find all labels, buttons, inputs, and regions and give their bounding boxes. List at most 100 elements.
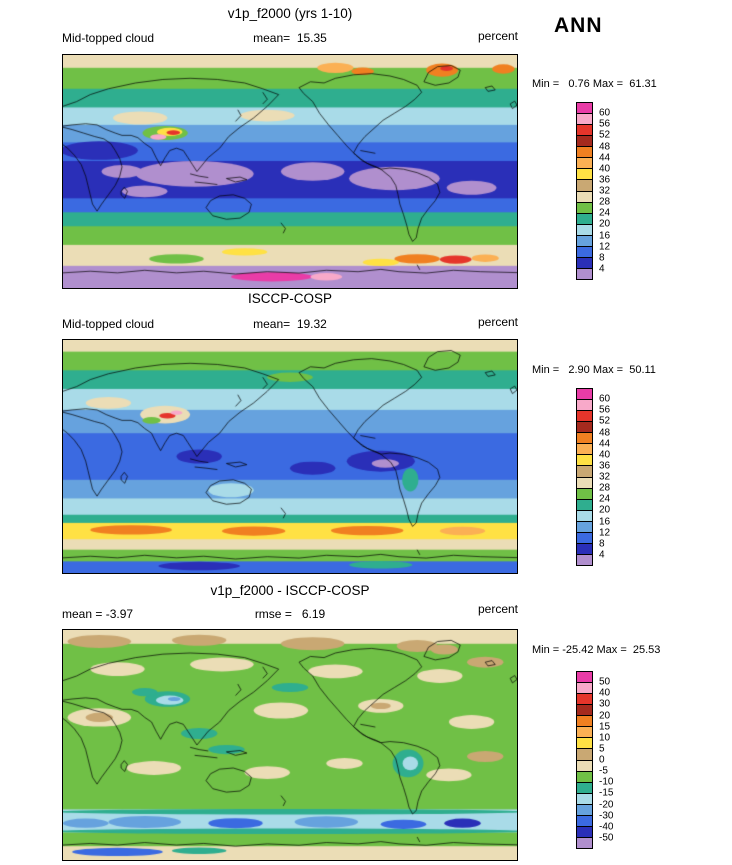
colorbar-cell xyxy=(577,147,592,159)
panel3-units-label: percent xyxy=(477,602,518,616)
colorbar-tick-label: 12 xyxy=(599,241,611,253)
colorbar-tick-label: 50 xyxy=(599,676,611,688)
colorbar-tick-label: 60 xyxy=(599,393,611,405)
colorbar-tick-label: 30 xyxy=(599,698,611,710)
colorbar-cell xyxy=(577,224,592,236)
panel3-rmse-label: rmse = 6.19 xyxy=(254,607,326,621)
colorbar-tick-label: 16 xyxy=(599,516,611,527)
panel3-minmax: Min = -25.42 Max = 25.53 xyxy=(532,644,661,656)
colorbar-cell xyxy=(577,771,592,783)
colorbar-tick-label: -50 xyxy=(599,832,614,844)
colorbar-cell xyxy=(577,213,592,225)
colorbar-cell xyxy=(577,815,592,827)
panel1-minmax: Min = 0.76 Max = 61.31 xyxy=(532,78,657,90)
panel1-title: v1p_f2000 (yrs 1-10) xyxy=(227,6,353,21)
panel1-mean-label: mean= 15.35 xyxy=(253,31,327,45)
colorbar-tick-label: -10 xyxy=(599,776,614,788)
colorbar-cell xyxy=(577,411,592,423)
colorbar-tick-label: 44 xyxy=(599,438,611,450)
panel2-colorbar xyxy=(576,388,593,566)
colorbar-tick-label: 4 xyxy=(599,263,605,275)
colorbar-cell xyxy=(577,246,592,258)
colorbar-tick-label: 20 xyxy=(599,218,611,230)
panel1-colorbar xyxy=(576,102,593,280)
colorbar-tick-label: 12 xyxy=(599,527,611,539)
colorbar-cell xyxy=(577,738,592,750)
colorbar-tick-label: 8 xyxy=(599,252,605,264)
colorbar-cell xyxy=(577,804,592,816)
colorbar-tick-label: 20 xyxy=(599,504,611,516)
colorbar-cell xyxy=(577,268,592,279)
colorbar-tick-label: 32 xyxy=(599,185,611,197)
colorbar-tick-label: 0 xyxy=(599,754,605,766)
colorbar-tick-label: 20 xyxy=(599,710,611,721)
panel3-colorbar xyxy=(576,671,593,849)
colorbar-tick-label: 56 xyxy=(599,404,611,416)
colorbar-cell xyxy=(577,235,592,247)
panel2-mean-label: mean= 19.32 xyxy=(253,317,327,331)
colorbar-tick-label: 40 xyxy=(599,449,611,461)
colorbar-cell xyxy=(577,433,592,445)
colorbar-cell xyxy=(577,837,592,848)
map-model xyxy=(62,54,518,289)
colorbar-tick-label: 32 xyxy=(599,471,611,483)
colorbar-tick-label: -30 xyxy=(599,810,614,822)
colorbar-cell xyxy=(577,826,592,838)
colorbar-tick-label: 15 xyxy=(599,721,611,733)
colorbar-tick-label: -20 xyxy=(599,799,614,810)
colorbar-cell xyxy=(577,532,592,544)
colorbar-cell xyxy=(577,499,592,511)
map-observations xyxy=(62,339,518,574)
colorbar-tick-label: 36 xyxy=(599,174,611,186)
colorbar-tick-label: -15 xyxy=(599,787,614,799)
colorbar-tick-label: -5 xyxy=(599,765,608,777)
colorbar-cell xyxy=(577,136,592,148)
colorbar-cell xyxy=(577,672,592,684)
colorbar-tick-label: 48 xyxy=(599,141,611,152)
colorbar-tick-label: 44 xyxy=(599,152,611,164)
season-label: ANN xyxy=(554,14,603,37)
colorbar-cell xyxy=(577,782,592,794)
panel1-colorbar-labels: 60 56 52 48 44 40 36 32 28 24 20 16 12 8 4 xyxy=(599,102,629,280)
colorbar-tick-label: 5 xyxy=(599,743,605,755)
colorbar-cell xyxy=(577,705,592,717)
colorbar-tick-label: 16 xyxy=(599,230,611,241)
colorbar-cell xyxy=(577,389,592,401)
colorbar-tick-label: 48 xyxy=(599,427,611,438)
panel1-variable-label: Mid-topped cloud xyxy=(62,31,155,45)
panel3-mean-label: mean = -3.97 xyxy=(62,607,134,621)
colorbar-cell xyxy=(577,749,592,761)
colorbar-tick-label: 60 xyxy=(599,107,611,119)
colorbar-tick-label: 28 xyxy=(599,482,611,494)
colorbar-tick-label: 24 xyxy=(599,493,611,505)
colorbar-cell xyxy=(577,180,592,192)
colorbar-cell xyxy=(577,125,592,137)
colorbar-cell xyxy=(577,793,592,805)
colorbar-tick-label: 40 xyxy=(599,687,611,699)
colorbar-cell xyxy=(577,510,592,522)
colorbar-tick-label: 8 xyxy=(599,538,605,550)
colorbar-tick-label: 10 xyxy=(599,732,611,744)
colorbar-cell xyxy=(577,103,592,115)
panel1-units-label: percent xyxy=(477,29,518,43)
colorbar-cell xyxy=(577,683,592,695)
colorbar-cell xyxy=(577,422,592,434)
panel3-title: v1p_f2000 - ISCCP-COSP xyxy=(210,583,370,598)
colorbar-cell xyxy=(577,400,592,412)
colorbar-cell xyxy=(577,114,592,126)
colorbar-tick-label: 36 xyxy=(599,460,611,472)
panel3-colorbar-labels: 50 40 30 20 15 10 5 0 -5 -10 -15 -20 -30 -40 -50 xyxy=(599,671,629,849)
colorbar-cell xyxy=(577,694,592,706)
colorbar-cell xyxy=(577,257,592,269)
colorbar-tick-label: 40 xyxy=(599,163,611,175)
colorbar-tick-label: 52 xyxy=(599,129,611,141)
colorbar-cell xyxy=(577,158,592,170)
colorbar-tick-label: 28 xyxy=(599,196,611,208)
colorbar-cell xyxy=(577,488,592,500)
colorbar-cell xyxy=(577,202,592,214)
colorbar-cell xyxy=(577,716,592,728)
colorbar-cell xyxy=(577,543,592,555)
colorbar-cell xyxy=(577,169,592,181)
colorbar-tick-label: 24 xyxy=(599,207,611,219)
